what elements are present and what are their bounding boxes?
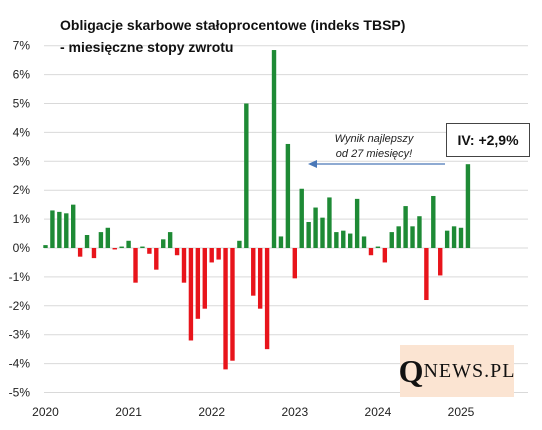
bar — [361, 236, 367, 248]
bar — [43, 245, 48, 248]
x-tick-label: 2023 — [281, 405, 308, 419]
bar — [167, 232, 173, 248]
bar — [244, 103, 249, 248]
bar — [389, 232, 394, 248]
bar — [465, 164, 471, 248]
y-tick-label: -3% — [9, 328, 31, 342]
bar — [202, 248, 207, 309]
bar — [98, 232, 104, 248]
bar — [216, 248, 221, 260]
bar — [348, 233, 353, 248]
bar — [77, 248, 83, 257]
logo-q: Q — [398, 352, 424, 389]
x-tick-label: 2022 — [198, 405, 225, 419]
y-axis-tick-labels: -5% -4% -3% -2% -1% 0% 1% 2% 3% 4% 5% 6% 7% — [9, 39, 31, 400]
bar — [237, 240, 242, 248]
bar — [375, 246, 381, 249]
callout-box: IV: +2,9% — [446, 123, 530, 157]
bar — [133, 248, 138, 283]
bar — [161, 239, 166, 248]
bar — [57, 211, 62, 249]
bar — [458, 227, 464, 248]
bar — [181, 248, 187, 283]
bar — [354, 198, 360, 248]
annotation-arrow — [308, 160, 445, 168]
bar — [327, 197, 332, 248]
chart-title-line2: - miesięczne stopy zwrotu — [60, 39, 234, 55]
bar — [126, 240, 131, 248]
bar — [91, 248, 97, 259]
bar — [278, 236, 284, 248]
y-tick-label: -2% — [9, 299, 31, 313]
y-tick-label: -5% — [9, 386, 31, 400]
bar — [223, 248, 228, 370]
bar — [410, 226, 415, 248]
bar — [112, 248, 117, 250]
bar — [341, 230, 346, 248]
x-tick-label: 2021 — [115, 405, 142, 419]
bar — [306, 221, 311, 248]
bar — [299, 188, 304, 248]
bar — [444, 230, 450, 248]
bar — [382, 248, 388, 263]
annotation-line2: od 27 miesięcy! — [335, 148, 413, 160]
bar — [209, 248, 214, 263]
logo-text: NEWS.PL — [423, 359, 516, 382]
chart-title-line1: Obligacje skarbowe stałoprocentowe (inde… — [60, 17, 406, 33]
y-tick-label: 6% — [13, 68, 31, 82]
x-tick-label: 2020 — [32, 405, 59, 419]
callout-label: IV: +2,9% — [457, 132, 519, 148]
bar — [417, 216, 422, 248]
bar — [313, 207, 318, 248]
bar — [431, 195, 436, 248]
qnews-logo: Q NEWS.PL — [398, 345, 516, 397]
bar — [285, 143, 291, 248]
x-tick-label: 2025 — [448, 405, 475, 419]
bar — [451, 226, 457, 248]
bar — [251, 248, 256, 296]
y-tick-label: -1% — [9, 270, 31, 284]
x-axis-tick-labels: 2020 2021 2022 2023 2024 2025 — [32, 405, 475, 419]
bar — [334, 232, 339, 248]
bar — [174, 248, 180, 256]
y-tick-label: 3% — [13, 154, 31, 168]
x-tick-label: 2024 — [365, 405, 392, 419]
y-tick-label: 2% — [13, 183, 31, 197]
bar — [154, 248, 159, 270]
bar — [64, 213, 69, 248]
bar — [368, 248, 374, 256]
bar — [105, 227, 111, 248]
bar — [403, 206, 408, 248]
bar — [264, 248, 270, 350]
bar — [188, 248, 194, 341]
bar — [147, 248, 152, 254]
bar-series — [43, 50, 471, 370]
arrow-head — [308, 160, 317, 168]
bar — [396, 226, 401, 248]
y-tick-label: 0% — [13, 241, 31, 255]
y-tick-label: -4% — [9, 357, 31, 371]
bar — [230, 248, 235, 361]
bar — [140, 246, 145, 249]
bar — [320, 217, 325, 248]
bar — [84, 235, 90, 248]
y-tick-label: 4% — [13, 125, 31, 139]
y-tick-label: 5% — [13, 97, 31, 111]
annotation-line1: Wynik najlepszy — [334, 133, 414, 145]
bar — [438, 248, 443, 276]
bar — [50, 210, 55, 248]
bar — [271, 50, 277, 248]
bar — [195, 248, 201, 319]
bar — [71, 204, 76, 248]
bar — [119, 246, 124, 249]
y-tick-label: 1% — [13, 212, 31, 226]
bar — [424, 248, 429, 301]
y-tick-label: 7% — [13, 39, 31, 53]
bar — [257, 248, 263, 309]
bar — [292, 248, 297, 279]
